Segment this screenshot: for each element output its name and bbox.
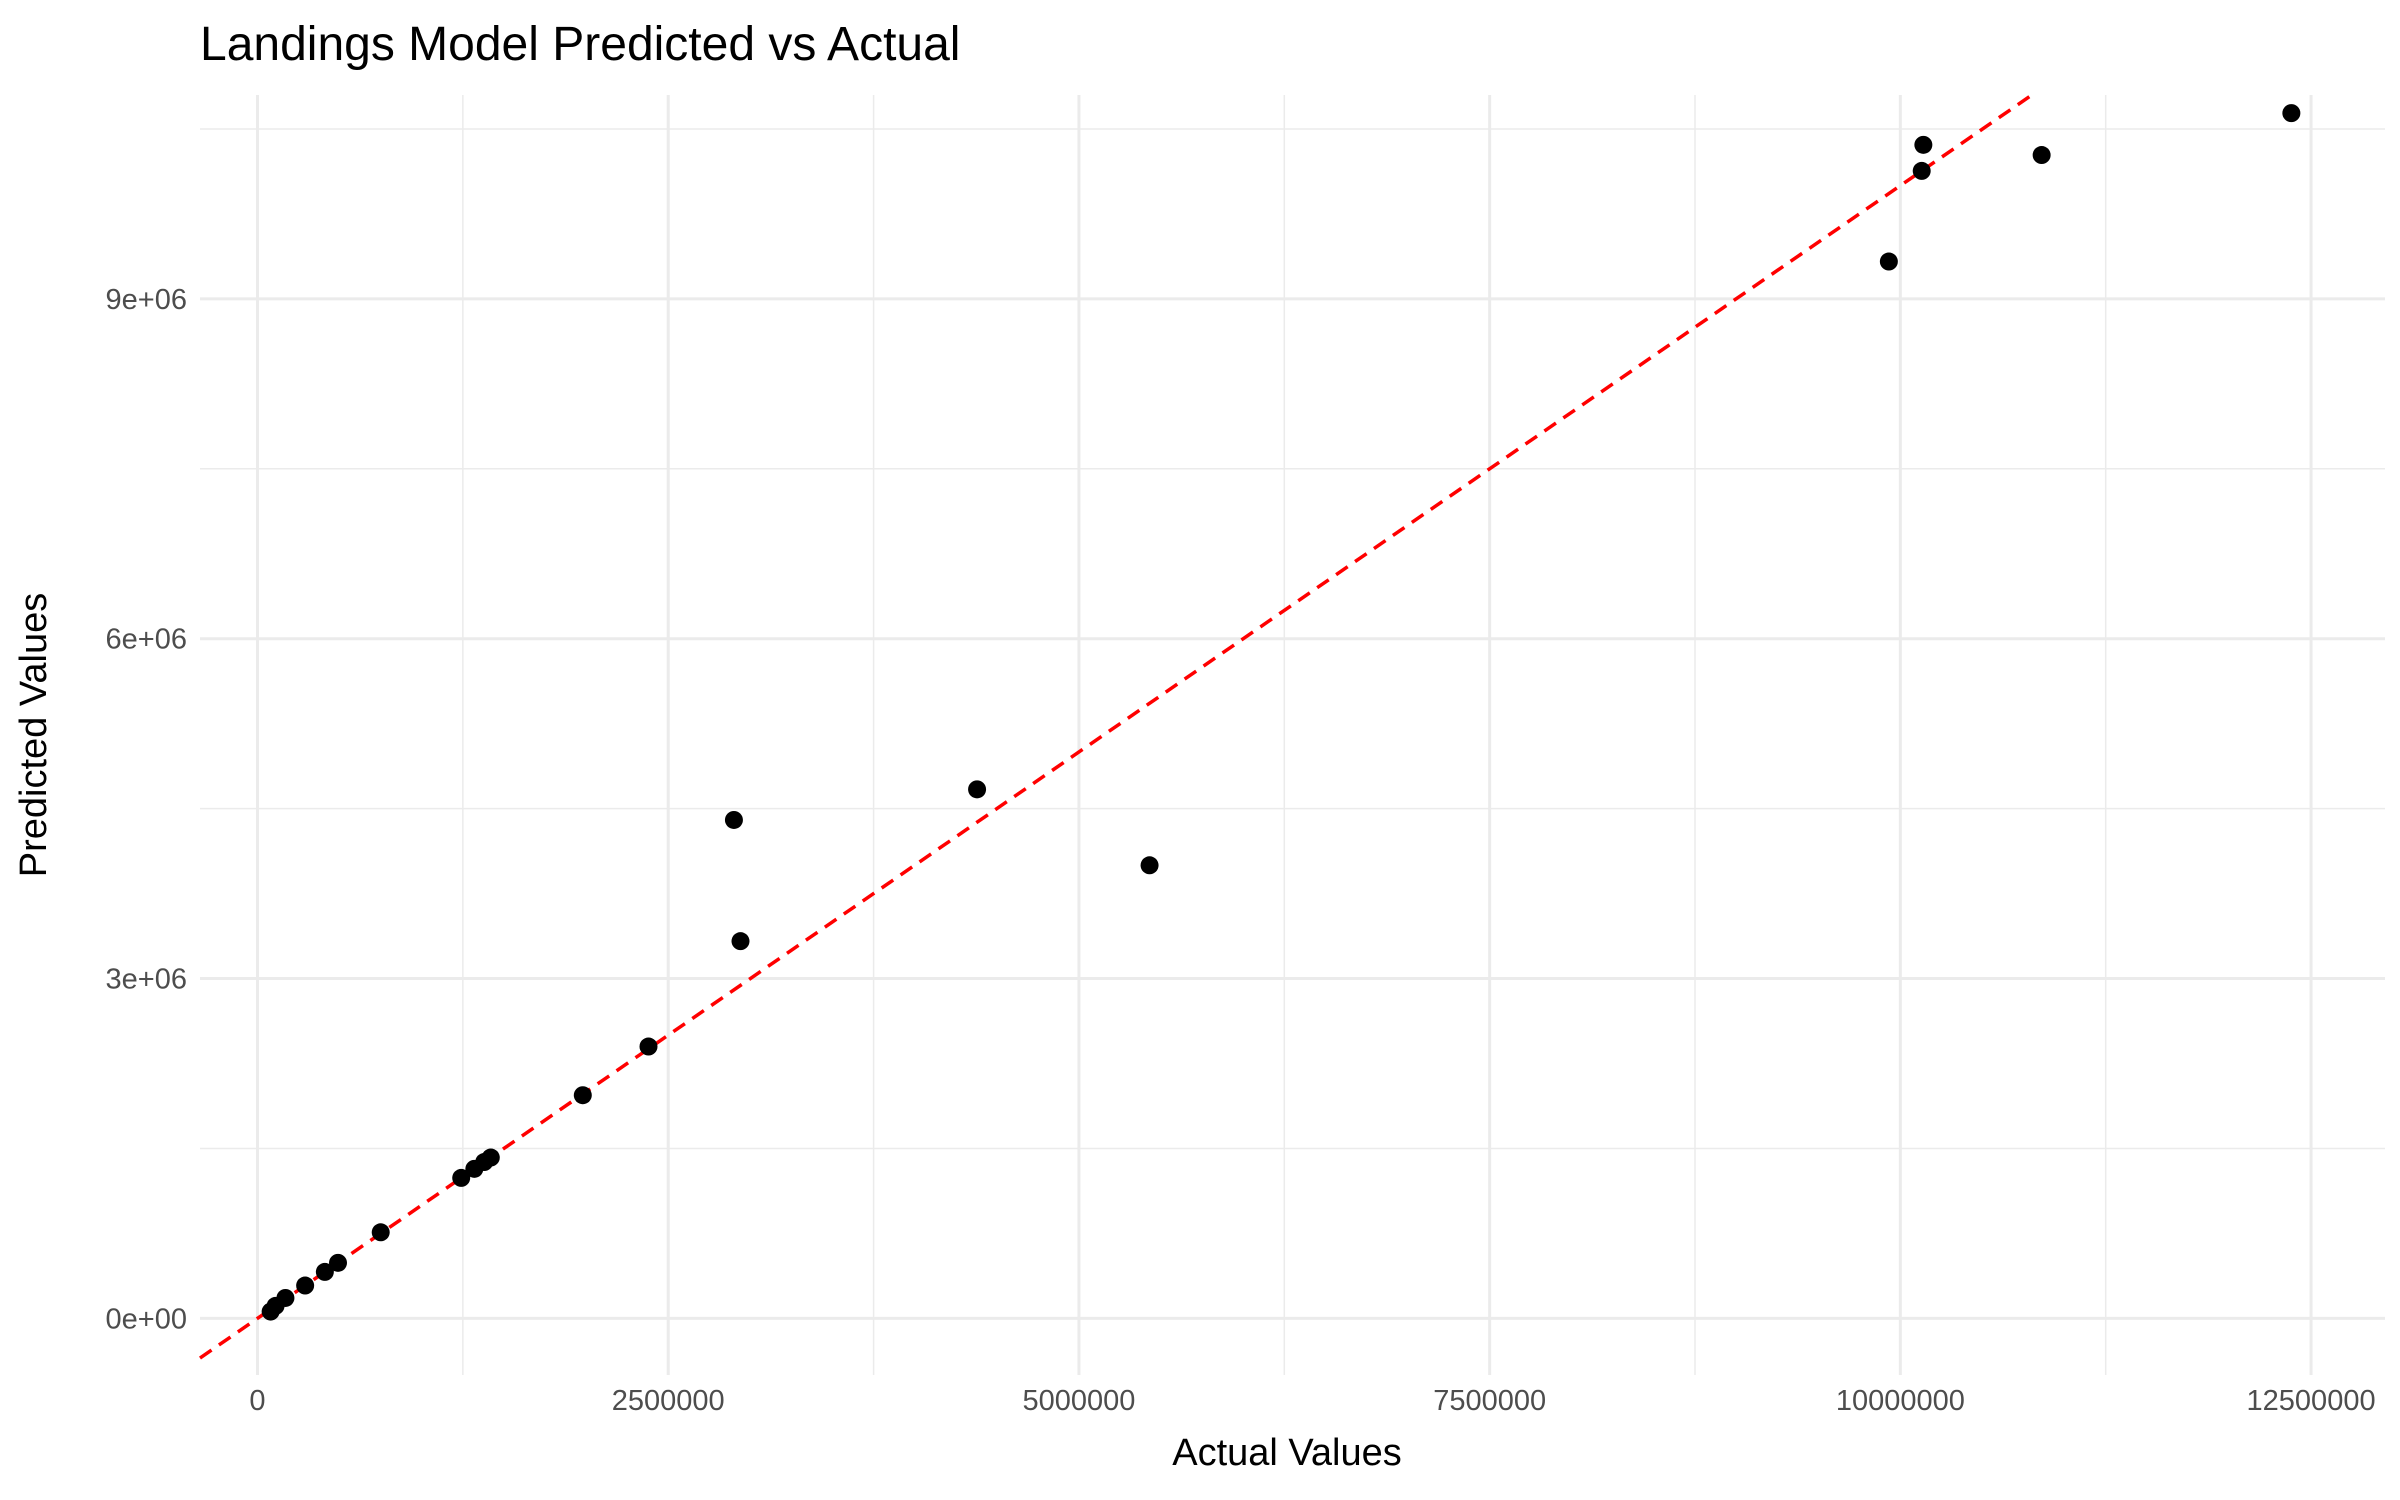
x-axis-title: Actual Values xyxy=(1172,1432,1402,1474)
data-point xyxy=(1140,856,1159,875)
chart-title: Landings Model Predicted vs Actual xyxy=(200,18,960,71)
y-tick-label: 6e+06 xyxy=(106,624,187,656)
data-point xyxy=(639,1037,658,1056)
data-point xyxy=(276,1288,295,1307)
data-point xyxy=(731,932,750,951)
grid xyxy=(200,95,2385,1375)
y-tick-label: 0e+00 xyxy=(106,1303,187,1335)
data-point xyxy=(1914,135,1933,154)
data-point xyxy=(1912,161,1931,180)
x-tick-label: 2500000 xyxy=(612,1385,725,1417)
data-point xyxy=(1879,252,1898,271)
x-tick-label: 10000000 xyxy=(1836,1385,1965,1417)
y-tick-label: 9e+06 xyxy=(106,284,187,316)
data-point xyxy=(481,1148,500,1167)
y-axis-ticks: 0e+00 3e+06 6e+06 9e+06 xyxy=(106,284,187,1335)
data-point xyxy=(573,1086,592,1105)
data-point xyxy=(724,810,743,829)
x-tick-label: 5000000 xyxy=(1022,1385,1135,1417)
x-tick-label: 7500000 xyxy=(1433,1385,1546,1417)
data-point xyxy=(296,1276,315,1295)
y-tick-label: 3e+06 xyxy=(106,964,187,996)
data-point xyxy=(329,1253,347,1272)
y-axis-title: Predicted Values xyxy=(13,593,55,877)
data-point xyxy=(371,1223,390,1242)
reference-line xyxy=(199,93,2033,1360)
x-tick-label: 12500000 xyxy=(2247,1385,2376,1417)
data-point xyxy=(968,780,987,799)
data-point xyxy=(2032,146,2051,165)
data-points xyxy=(261,104,2301,1321)
data-point xyxy=(315,1262,334,1281)
x-axis-ticks: 0 2500000 5000000 7500000 10000000 12500000 xyxy=(249,1385,2375,1417)
data-point xyxy=(2282,104,2301,123)
x-tick-label: 0 xyxy=(249,1385,265,1417)
data-point xyxy=(452,1168,471,1187)
